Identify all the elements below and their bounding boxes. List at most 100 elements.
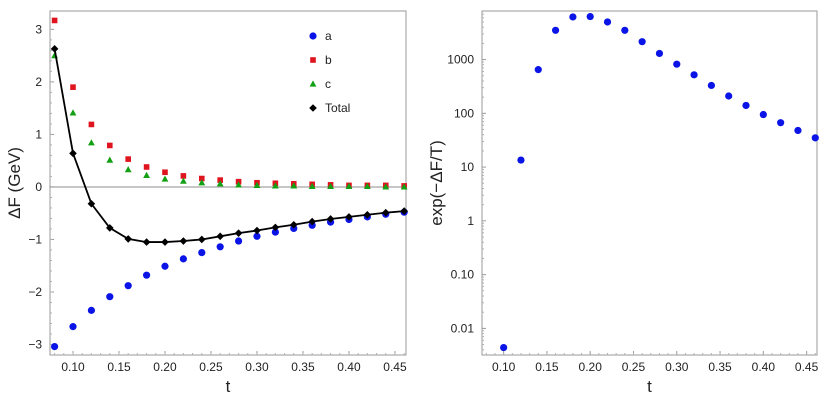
series-c-point — [106, 156, 114, 163]
series-total-point — [161, 238, 169, 246]
x-tick-label: 0.35 — [291, 360, 315, 374]
series-total-point — [69, 149, 77, 158]
left-y-axis-label: ΔF (GeV) — [5, 147, 24, 219]
y-tick-label: 10 — [461, 160, 475, 174]
series-a-point — [161, 262, 169, 270]
series-b-point — [51, 17, 58, 24]
series-total-point — [345, 213, 353, 221]
x-tick-label: 0.40 — [752, 360, 776, 374]
legend-marker-b — [310, 57, 316, 63]
series-total-point — [326, 215, 335, 223]
series-a-point — [198, 248, 206, 257]
x-tick-label: 0.15 — [107, 360, 131, 374]
series-series-point — [811, 134, 819, 142]
y-tick-label: 0 — [35, 180, 42, 194]
series-b-point — [106, 142, 113, 149]
series-a-point — [106, 293, 114, 301]
right-axis-ticks: 0.10 0.15 0.20 0.25 0.30 0.35 0.40 0.45 0.01 0.10… — [447, 13, 819, 374]
left-x-axis-label: t — [226, 377, 231, 396]
x-tick-label: 0.30 — [665, 360, 689, 374]
right-y-axis-label: exp(−ΔF/T) — [427, 140, 446, 226]
x-tick-label: 0.35 — [708, 360, 732, 374]
x-tick-label: 0.10 — [492, 360, 516, 374]
x-tick-label: 0.25 — [199, 360, 223, 374]
series-series-point — [621, 26, 629, 34]
series-a-point — [234, 237, 243, 245]
series-series-point — [742, 101, 750, 110]
series-a-point — [124, 282, 132, 290]
series-c-point — [161, 175, 169, 182]
left-data-marks — [50, 17, 408, 351]
series-total-point — [253, 226, 261, 235]
series-series-point — [638, 38, 646, 46]
y-tick-label: 3 — [35, 22, 42, 36]
right-data-marks — [500, 12, 819, 352]
series-total-point — [142, 238, 151, 246]
series-total-point — [105, 224, 114, 232]
series-series-point — [777, 119, 785, 127]
series-total-point — [400, 207, 408, 215]
series-total-point — [289, 220, 298, 229]
x-tick-label: 0.40 — [337, 360, 361, 374]
right-chart: 0.10 0.15 0.20 0.25 0.30 0.35 0.40 0.45 0.01 0.10… — [427, 10, 819, 396]
legend-label-c: c — [325, 77, 331, 91]
series-total-point — [124, 235, 132, 243]
series-series-point — [534, 66, 542, 74]
series-series-point — [655, 49, 664, 58]
left-axis-ticks: 0.10 0.15 0.20 0.25 0.30 0.35 0.40 0.45 −3 −2 −1 0 1… — [28, 22, 407, 374]
series-c-point — [235, 181, 242, 188]
legend-label-a: a — [325, 29, 332, 43]
right-plot-frame — [481, 10, 818, 356]
legend-marker-c — [309, 80, 317, 87]
series-total-point — [271, 223, 280, 232]
series-series-point — [500, 343, 508, 352]
series-b-point — [125, 156, 131, 162]
series-a-point — [142, 271, 151, 279]
y-tick-label: −3 — [28, 337, 42, 351]
x-tick-label: 0.25 — [622, 360, 646, 374]
series-b-point — [88, 121, 95, 128]
series-series-point — [759, 110, 767, 119]
x-tick-label: 0.20 — [579, 360, 603, 374]
series-c-point — [382, 183, 390, 190]
series-total-point — [363, 210, 372, 219]
series-b-point — [143, 164, 150, 170]
series-c-point — [308, 182, 316, 190]
series-b-point — [198, 175, 205, 182]
series-series-point — [794, 126, 802, 135]
series-a-point — [179, 255, 187, 263]
x-tick-label: 0.45 — [795, 360, 819, 374]
series-series-point — [586, 12, 594, 21]
y-tick-label: −1 — [28, 232, 42, 246]
series-series-point — [517, 156, 525, 164]
series-series-point — [673, 60, 681, 68]
series-total-point — [197, 235, 206, 244]
y-tick-label: 1000 — [447, 53, 474, 67]
series-c-point — [253, 181, 261, 188]
x-tick-label: 0.30 — [245, 360, 269, 374]
series-series-point — [603, 18, 612, 26]
series-b-point — [70, 84, 76, 90]
series-a-point — [87, 306, 95, 314]
series-c-point — [198, 179, 206, 186]
series-c-point — [363, 182, 371, 190]
y-tick-label: 2 — [35, 75, 42, 89]
series-c-point — [327, 182, 334, 190]
y-tick-label: 1 — [35, 127, 42, 141]
y-tick-label: 100 — [454, 106, 474, 120]
series-a-point — [253, 232, 261, 240]
series-c-point — [69, 109, 77, 116]
series-a-point — [216, 243, 224, 251]
series-total-point — [50, 45, 59, 53]
y-tick-label: 0.01 — [451, 321, 475, 335]
series-b-point — [162, 169, 168, 176]
legend: abc Total — [309, 29, 350, 115]
series-total-point — [381, 208, 390, 217]
series-c-point — [271, 182, 279, 189]
series-c-point — [216, 180, 224, 187]
series-total-point — [308, 217, 316, 226]
series-c-point — [400, 183, 408, 190]
y-tick-label: 1 — [467, 214, 474, 228]
series-series-point — [551, 26, 560, 34]
legend-label-total: Total — [325, 101, 350, 115]
